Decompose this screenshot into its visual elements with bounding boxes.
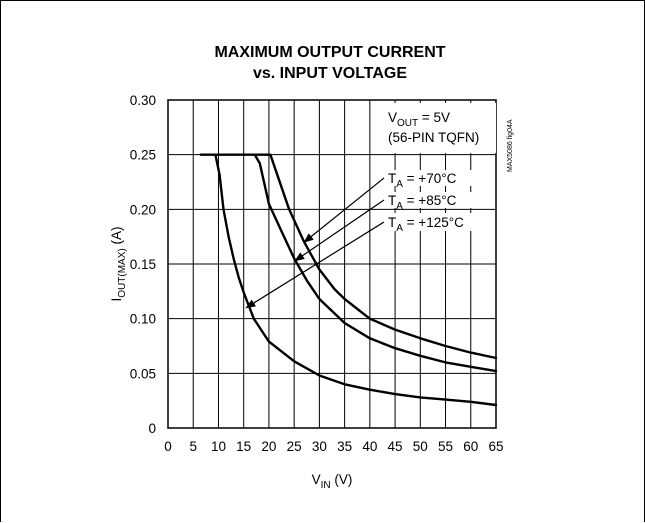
ta125-label: TA = +125°C <box>388 215 464 234</box>
x-tick-label: 40 <box>362 439 377 454</box>
x-tick-label: 10 <box>211 439 226 454</box>
series-line-3 <box>214 153 498 407</box>
y-tick-label: 0.25 <box>130 148 156 163</box>
y-tick-label: 0.30 <box>130 93 156 108</box>
ta70-label: TA = +70°C <box>388 171 457 190</box>
series-lines <box>199 153 498 407</box>
ta70-annotation-bg <box>385 170 495 186</box>
y-tick-label: 0.10 <box>130 312 156 327</box>
figure-id: MAX5086 fig04A <box>507 119 514 172</box>
ta85-label: TA = +85°C <box>388 193 457 212</box>
ta125-annotation-bg <box>385 213 495 231</box>
x-axis-label: VIN (V) <box>312 472 353 491</box>
y-tick-labels: 0 0.05 0.10 0.15 0.20 0.25 0.30 <box>130 93 156 436</box>
x-tick-labels: 0 5 10 15 20 25 30 35 40 45 50 55 60 65 <box>164 439 503 454</box>
chart-title-line1: MAXIMUM OUTPUT CURRENT <box>214 44 445 61</box>
x-tick-label: 35 <box>337 439 352 454</box>
x-tick-label: 25 <box>287 439 302 454</box>
y-tick-label: 0.05 <box>130 366 156 381</box>
x-tick-label: 5 <box>189 439 197 454</box>
x-tick-label: 60 <box>463 439 478 454</box>
annotation-arrow-3 <box>245 221 385 309</box>
y-tick-label: 0.20 <box>130 202 156 217</box>
x-tick-label: 0 <box>164 439 172 454</box>
x-tick-label: 65 <box>488 439 503 454</box>
vout-label: VOUT = 5V <box>388 110 450 129</box>
plot-area-border <box>167 99 497 429</box>
ta85-annotation-bg <box>385 192 495 208</box>
annotation-arrow-1 <box>303 177 385 243</box>
y-axis-label: IOUT(MAX) (A) <box>109 227 128 302</box>
x-tick-label: 55 <box>438 439 453 454</box>
annotation-arrow-2 <box>294 199 385 262</box>
series-line-2 <box>253 153 498 373</box>
x-tick-label: 15 <box>236 439 251 454</box>
y-tick-label: 0 <box>148 421 156 436</box>
x-tick-label: 20 <box>261 439 276 454</box>
x-tick-label: 45 <box>388 439 403 454</box>
x-tick-label: 30 <box>312 439 327 454</box>
package-label: (56-PIN TQFN) <box>388 130 479 145</box>
y-tick-label: 0.15 <box>130 257 156 272</box>
series-line-1 <box>199 153 498 360</box>
chart-title-line2: vs. INPUT VOLTAGE <box>253 65 407 82</box>
vout-annotation-bg <box>384 103 496 153</box>
annotation-arrows <box>245 177 385 309</box>
x-tick-label: 50 <box>413 439 428 454</box>
